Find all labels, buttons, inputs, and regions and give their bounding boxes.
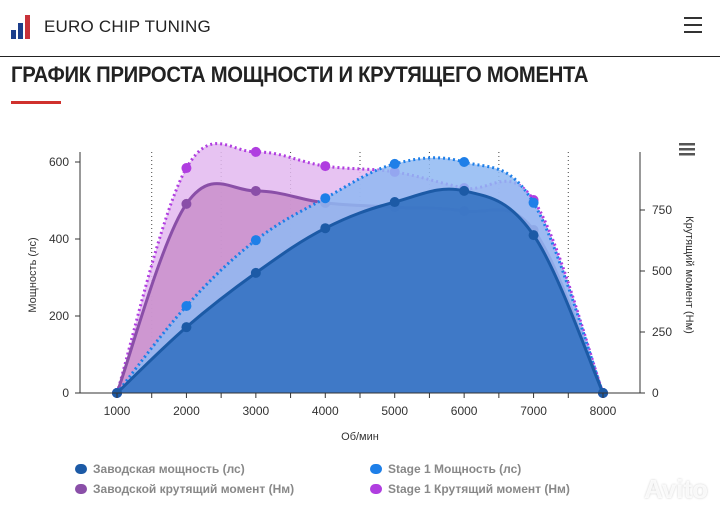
series-line [115,187,605,395]
data-point [250,146,261,157]
legend-item[interactable]: Заводская мощность (лс) [75,462,245,476]
y-tick-label-left: 200 [49,309,69,323]
y-tick-label-right: 500 [652,264,672,278]
legend-item[interactable]: Stage 1 Крутящий момент (Нм) [370,482,570,496]
series-3 [112,185,608,398]
x-tick-label: 1000 [104,404,131,418]
x-tick-label: 7000 [520,404,547,418]
legend-marker-icon [370,464,382,474]
series-line [115,156,605,394]
legend-label: Заводской крутящий момент (Нм) [93,482,295,496]
data-point [389,197,400,208]
avito-watermark: Avito [643,474,708,504]
title-underline [11,101,61,104]
power-torque-chart: 1000 2000 3000 4000 5000 6000 7000 800002004006… [27,142,695,443]
legend-marker-icon [370,484,382,494]
legend-marker-icon [75,484,87,494]
site-header: EURO CHIP TUNING [0,0,720,57]
chart-menu-icon[interactable] [679,143,695,156]
x-tick-label: 8000 [590,404,617,418]
data-point [459,185,470,196]
hamburger-icon[interactable] [684,17,702,33]
x-axis-label: Об/мин [341,431,379,443]
data-point [389,158,400,169]
data-point [181,198,192,209]
data-point [528,230,539,241]
x-tick-label: 2000 [173,404,200,418]
y-tick-label-right: 750 [652,203,672,217]
brand-name[interactable]: EURO CHIP TUNING [44,17,211,36]
data-point [181,322,192,333]
page-title: ГРАФИК ПРИРОСТА МОЩНОСТИ И КРУТЯЩЕГО МОМ… [11,62,589,87]
data-point [459,157,470,167]
series-line [115,142,605,394]
legend-label: Stage 1 Крутящий момент (Нм) [388,482,570,496]
y-tick-label-right: 0 [652,386,659,400]
logo-icon [11,15,30,39]
legend-item[interactable]: Заводской крутящий момент (Нм) [75,482,294,496]
y-tick-label-left: 400 [49,232,69,246]
y-axis-right-label: Крутящий момент (Нм) [683,216,695,334]
legend-item[interactable]: Stage 1 Мощность (лс) [370,462,521,476]
legend-label: Stage 1 Мощность (лс) [388,462,522,476]
data-point [528,197,539,208]
data-point [181,300,192,311]
x-tick-label: 3000 [243,404,270,418]
y-tick-label-left: 0 [62,386,69,400]
x-tick-label: 4000 [312,404,339,418]
y-tick-label-right: 250 [652,325,672,339]
data-point [181,163,192,174]
data-point [250,185,261,196]
x-tick-label: 5000 [381,404,408,418]
y-tick-label-left: 600 [49,155,69,169]
x-tick-label: 6000 [451,404,478,418]
y-axis-left-label: Мощность (лс) [27,237,39,312]
data-point [250,235,261,246]
data-point [320,161,331,172]
legend-marker-icon [75,464,87,474]
data-point [320,193,331,204]
legend-label: Заводская мощность (лс) [93,462,245,476]
data-point [250,267,261,278]
data-point [320,223,331,234]
series-area [117,189,603,393]
